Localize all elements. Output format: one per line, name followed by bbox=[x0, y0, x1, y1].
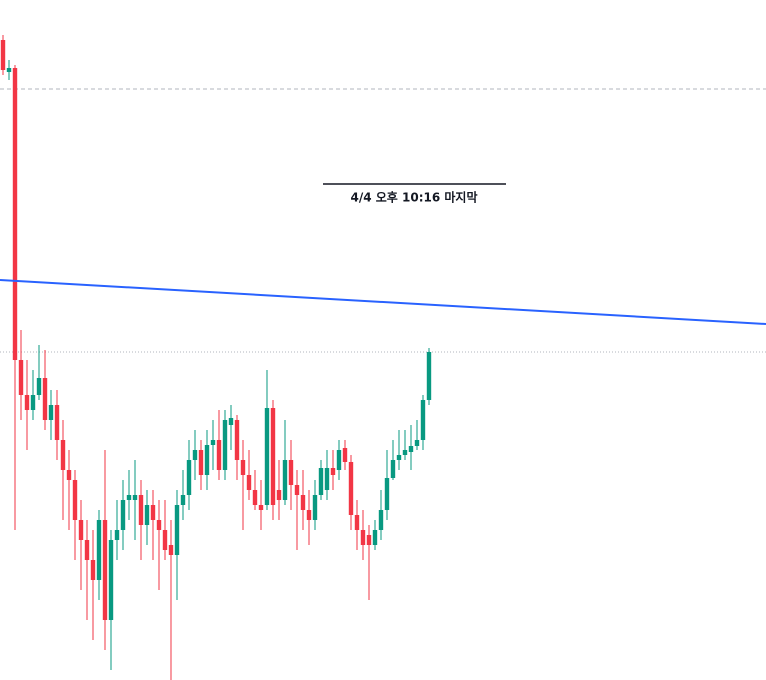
candle-body bbox=[240, 460, 246, 475]
candle-body bbox=[234, 420, 240, 460]
candle-body bbox=[72, 480, 78, 520]
candle-body bbox=[204, 445, 210, 475]
candle-body bbox=[282, 460, 288, 500]
annotation: 4/4 오후 10:16 마지막 bbox=[350, 190, 477, 205]
candle-body bbox=[102, 520, 108, 620]
candle-body bbox=[300, 495, 306, 510]
candle-body bbox=[408, 446, 414, 452]
candle-body bbox=[288, 460, 294, 485]
candle-body bbox=[270, 408, 276, 505]
candle-body bbox=[144, 505, 150, 525]
trendline-layer bbox=[0, 279, 766, 325]
candle-body bbox=[60, 440, 66, 470]
candle-body bbox=[318, 468, 324, 495]
candle-body bbox=[312, 495, 318, 520]
candle-body bbox=[168, 545, 174, 555]
candle-body bbox=[384, 478, 390, 510]
candle-body bbox=[114, 530, 120, 540]
candle-body bbox=[126, 495, 132, 500]
candle-body bbox=[360, 530, 366, 545]
candle-body bbox=[420, 400, 426, 440]
candle-body bbox=[378, 510, 384, 530]
candle-body bbox=[252, 490, 258, 505]
candle-body bbox=[30, 395, 36, 410]
candle-body bbox=[324, 468, 330, 490]
candle-body bbox=[246, 475, 252, 490]
candle-body bbox=[390, 460, 396, 478]
candle-body bbox=[108, 540, 114, 620]
horizontal-lines bbox=[0, 88, 766, 353]
candle-body bbox=[426, 352, 432, 400]
candle-body bbox=[216, 440, 222, 470]
candles bbox=[0, 35, 432, 680]
candle-body bbox=[414, 440, 420, 446]
candle-body bbox=[36, 378, 42, 395]
candle-body bbox=[342, 448, 348, 462]
candle-body bbox=[18, 360, 24, 395]
candle-body bbox=[0, 40, 6, 70]
candle-body bbox=[336, 450, 342, 470]
candle-body bbox=[12, 68, 18, 360]
candle-body bbox=[174, 505, 180, 555]
candle-body bbox=[348, 462, 354, 515]
trendline bbox=[0, 279, 766, 325]
candle-body bbox=[354, 515, 360, 530]
candle-body bbox=[186, 460, 192, 495]
candle-body bbox=[366, 535, 372, 545]
candle-body bbox=[198, 450, 204, 475]
candle-body bbox=[228, 418, 234, 425]
candle-body bbox=[372, 530, 378, 545]
candle-body bbox=[48, 405, 54, 420]
candle-body bbox=[156, 520, 162, 530]
candle-body bbox=[210, 440, 216, 445]
candle-body bbox=[42, 378, 48, 420]
candle-body bbox=[78, 520, 84, 540]
candle-body bbox=[306, 510, 312, 520]
candle-body bbox=[258, 505, 264, 510]
candle-body bbox=[150, 505, 156, 520]
candle-body bbox=[192, 450, 198, 460]
candle-body bbox=[132, 495, 138, 500]
candle-body bbox=[162, 530, 168, 550]
candle-body bbox=[66, 470, 72, 480]
candle-body bbox=[330, 468, 336, 475]
candle-body bbox=[396, 455, 402, 460]
candle-body bbox=[180, 495, 186, 505]
candle-body bbox=[84, 540, 90, 560]
candle-body bbox=[294, 485, 300, 495]
candle-body bbox=[90, 560, 96, 580]
candle-body bbox=[264, 408, 270, 505]
candle-body bbox=[138, 495, 144, 525]
candle-body bbox=[6, 68, 12, 72]
candle-body bbox=[276, 490, 282, 500]
candle-body bbox=[222, 420, 228, 470]
candle-body bbox=[96, 520, 102, 580]
candle-body bbox=[402, 450, 408, 455]
candle-body bbox=[54, 405, 60, 440]
candle-body bbox=[120, 500, 126, 530]
candle-body bbox=[24, 395, 30, 410]
